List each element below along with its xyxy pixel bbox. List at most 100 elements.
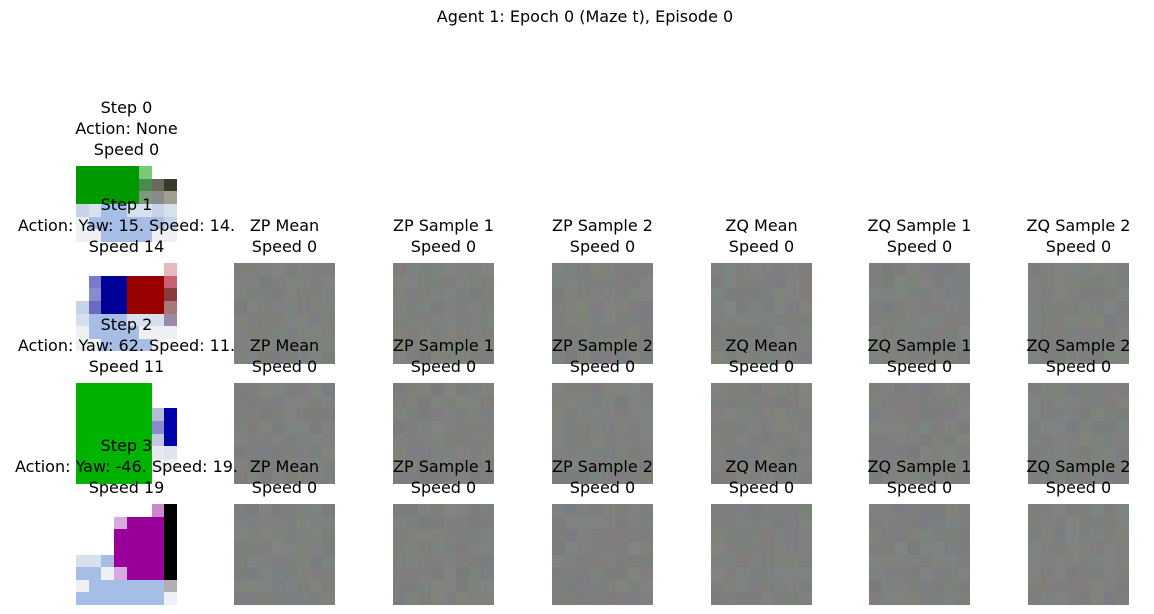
image-pixel	[234, 446, 247, 459]
image-pixel	[468, 471, 482, 484]
image-pixel	[932, 275, 945, 289]
image-pixel	[113, 458, 127, 472]
image-pixel	[761, 516, 775, 530]
image-pixel	[552, 504, 565, 517]
image-pixel	[552, 458, 565, 472]
latent-panel-title: ZP Mean Speed 0	[155, 456, 415, 498]
image-pixel	[139, 351, 152, 364]
image-pixel	[151, 178, 165, 192]
image-pixel	[481, 446, 494, 459]
image-pixel	[259, 554, 272, 568]
image-pixel	[297, 567, 310, 580]
image-pixel	[761, 554, 775, 568]
image-pixel	[774, 288, 787, 301]
image-pixel	[615, 433, 628, 447]
image-pixel	[869, 567, 882, 580]
image-pixel	[271, 395, 285, 409]
image-pixel	[723, 471, 737, 484]
image-pixel	[615, 567, 628, 580]
image-pixel	[869, 529, 882, 542]
image-pixel	[1040, 458, 1054, 472]
image-pixel	[481, 592, 494, 605]
image-pixel	[151, 471, 165, 484]
image-pixel	[405, 326, 419, 339]
image-pixel	[309, 516, 323, 530]
image-pixel	[164, 275, 177, 289]
image-pixel	[271, 579, 285, 593]
image-pixel	[564, 395, 578, 409]
observation-title-line: Speed 14	[88, 237, 165, 256]
image-pixel	[322, 408, 335, 421]
image-pixel	[271, 471, 285, 484]
image-pixel	[271, 541, 285, 555]
image-pixel	[151, 592, 165, 605]
image-pixel	[589, 579, 603, 593]
image-pixel	[786, 300, 800, 314]
image-pixel	[322, 395, 335, 409]
image-pixel	[711, 541, 724, 555]
image-pixel	[481, 408, 494, 421]
image-pixel	[151, 326, 165, 339]
image-pixel	[246, 516, 260, 530]
image-pixel	[723, 326, 737, 339]
image-pixel	[246, 408, 260, 421]
image-pixel	[1078, 471, 1092, 484]
image-pixel	[481, 420, 494, 434]
image-pixel	[564, 458, 578, 472]
image-pixel	[234, 338, 247, 352]
image-pixel	[126, 229, 140, 242]
image-pixel	[640, 338, 653, 352]
image-pixel	[761, 541, 775, 555]
image-pixel	[1040, 471, 1054, 484]
image-pixel	[589, 471, 603, 484]
image-pixel	[919, 433, 933, 447]
image-pixel	[297, 383, 310, 396]
image-pixel	[1078, 446, 1092, 459]
image-pixel	[139, 275, 152, 289]
image-pixel	[405, 420, 419, 434]
image-pixel	[957, 288, 970, 301]
image-pixel	[711, 446, 724, 459]
image-pixel	[88, 326, 102, 339]
image-pixel	[957, 313, 970, 327]
image-pixel	[139, 420, 152, 434]
image-pixel	[468, 433, 482, 447]
image-pixel	[101, 241, 114, 255]
image-pixel	[957, 504, 970, 517]
image-pixel	[76, 592, 89, 605]
image-pixel	[322, 420, 335, 434]
image-pixel	[894, 567, 907, 580]
image-pixel	[284, 579, 298, 593]
image-pixel	[284, 554, 298, 568]
image-pixel	[748, 554, 762, 568]
image-pixel	[932, 504, 945, 517]
image-pixel	[748, 592, 762, 605]
image-pixel	[418, 351, 431, 364]
image-pixel	[76, 338, 89, 352]
image-pixel	[468, 529, 482, 542]
image-pixel	[944, 541, 958, 555]
image-pixel	[139, 529, 152, 542]
image-pixel	[723, 592, 737, 605]
image-pixel	[919, 326, 933, 339]
image-pixel	[76, 504, 89, 517]
image-pixel	[552, 383, 565, 396]
image-pixel	[456, 529, 469, 542]
image-pixel	[564, 592, 578, 605]
image-pixel	[418, 579, 431, 593]
image-pixel	[481, 300, 494, 314]
image-pixel	[309, 541, 323, 555]
image-pixel	[88, 395, 102, 409]
image-pixel	[151, 191, 165, 204]
image-pixel	[418, 554, 431, 568]
image-pixel	[748, 446, 762, 459]
image-pixel	[602, 263, 616, 276]
image-pixel	[1116, 592, 1129, 605]
image-pixel	[1040, 408, 1054, 421]
image-pixel	[322, 433, 335, 447]
image-pixel	[564, 351, 578, 364]
image-pixel	[139, 383, 152, 396]
image-pixel	[552, 579, 565, 593]
image-pixel	[113, 275, 127, 289]
observation-title-line: Step 0	[100, 98, 153, 117]
